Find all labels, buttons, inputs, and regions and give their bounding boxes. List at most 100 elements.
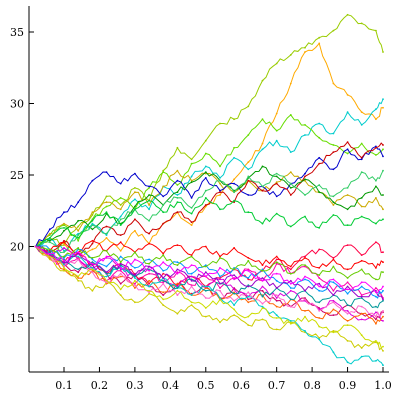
series-15-point-2 [63, 269, 65, 272]
series-20-point-24 [375, 305, 377, 308]
series-24-point-16 [261, 279, 264, 282]
series-4-point-18 [289, 171, 292, 174]
series-9-point-11 [190, 212, 193, 215]
series-14-point-3 [77, 277, 80, 279]
series-14-point-7 [134, 287, 136, 289]
series-15-point-16 [261, 318, 264, 321]
series-4-point-21 [332, 204, 335, 206]
series-6-point-15 [247, 179, 250, 182]
series-4-point-23 [360, 205, 363, 208]
series-15-point-1 [48, 258, 51, 261]
series-18-point-23 [360, 305, 363, 308]
series-1-point-15 [247, 161, 250, 164]
series-0-point-12 [204, 139, 207, 142]
series-13-point-11 [190, 275, 193, 278]
series-22-point-4 [91, 257, 94, 259]
series-23-point-10 [176, 289, 179, 292]
series-12-point-13 [219, 277, 221, 279]
series-6 [34, 141, 384, 255]
series-22-point-24 [375, 278, 377, 281]
series-14-point-19 [304, 310, 306, 312]
series-19-point-16 [261, 268, 264, 271]
series-14-point-15 [247, 301, 250, 304]
series-3-point-22 [346, 152, 349, 155]
series-2-point-24 [375, 108, 377, 111]
series-10-point-6 [119, 269, 122, 272]
y-tick-label-1: 20 [10, 241, 24, 254]
series-4-point-1 [48, 232, 51, 235]
series-16-point-23 [360, 355, 363, 358]
series-21-point-11 [190, 279, 193, 282]
series-8-point-9 [162, 204, 165, 206]
series-6-point-8 [148, 232, 151, 235]
series-0 [34, 13, 384, 248]
series-19-point-11 [190, 272, 193, 275]
series-9-point-22 [346, 224, 349, 227]
series-2-point-8 [148, 208, 151, 211]
series-18-point-19 [304, 298, 306, 301]
series-5-point-12 [204, 177, 207, 179]
series-0-point-18 [289, 54, 292, 56]
series-14-point-14 [233, 291, 236, 294]
series-22-point-11 [190, 255, 193, 258]
x-tick-label-4: 0.5 [197, 379, 215, 392]
series-22-point-12 [204, 265, 207, 268]
series-18 [34, 245, 384, 318]
series-line-21 [35, 246, 384, 300]
x-tick-label-8: 0.9 [339, 379, 357, 392]
series-8-point-24 [375, 179, 377, 182]
series-18-point-6 [119, 272, 122, 275]
series-0-point-15 [247, 105, 250, 108]
series-4-point-5 [105, 201, 108, 204]
series-2-point-19 [304, 134, 306, 136]
series-7-point-18 [289, 187, 292, 189]
series-20-point-20 [318, 301, 321, 304]
series-0-point-22 [346, 13, 349, 16]
series-19-point-2 [63, 257, 65, 259]
series-24-point-9 [162, 261, 165, 264]
series-8-point-25 [382, 169, 384, 172]
series-line-19 [35, 244, 384, 299]
series-15-point-4 [91, 289, 94, 292]
series-5 [34, 145, 384, 248]
series-1-point-16 [261, 142, 264, 145]
series-24-point-24 [375, 291, 377, 294]
series-5-point-1 [48, 228, 51, 231]
series-14-point-24 [375, 322, 377, 325]
series-13-point-13 [219, 278, 221, 281]
series-18-point-18 [289, 305, 292, 308]
series-19-point-20 [318, 289, 321, 292]
series-22-point-14 [233, 268, 236, 271]
series-13-point-25 [382, 320, 384, 322]
series-13-point-21 [332, 299, 335, 302]
x-tick-label-5: 0.6 [232, 379, 250, 392]
series-21-point-8 [148, 265, 151, 268]
series-12-point-22 [346, 244, 349, 247]
series-9-point-25 [382, 218, 384, 221]
series-14-point-8 [148, 279, 151, 282]
series-1-point-24 [375, 118, 377, 121]
series-5-point-21 [332, 168, 335, 171]
series-22-point-21 [332, 265, 335, 268]
series-21-point-4 [91, 264, 94, 266]
series-10-point-22 [346, 281, 349, 284]
y-tick-label-0: 15 [10, 312, 24, 325]
series-1-point-18 [289, 82, 292, 85]
series-18-point-15 [247, 291, 250, 294]
y-tick-label-4: 35 [10, 26, 24, 39]
series-8-point-12 [204, 189, 207, 192]
series-11-point-9 [162, 294, 165, 296]
series-17-point-8 [148, 242, 151, 245]
series-10-point-20 [318, 277, 321, 279]
series-9-point-8 [148, 199, 151, 202]
series-6-point-11 [190, 221, 193, 224]
series-20-point-10 [176, 287, 179, 289]
series-5-point-6 [119, 182, 122, 185]
series-9-point-2 [63, 227, 65, 229]
series-3-point-6 [119, 197, 122, 199]
series-5-point-5 [105, 171, 108, 174]
series-16-point-3 [77, 255, 80, 258]
series-5-point-19 [304, 172, 306, 175]
series-6-point-10 [176, 211, 179, 214]
series-14-point-20 [318, 317, 321, 319]
